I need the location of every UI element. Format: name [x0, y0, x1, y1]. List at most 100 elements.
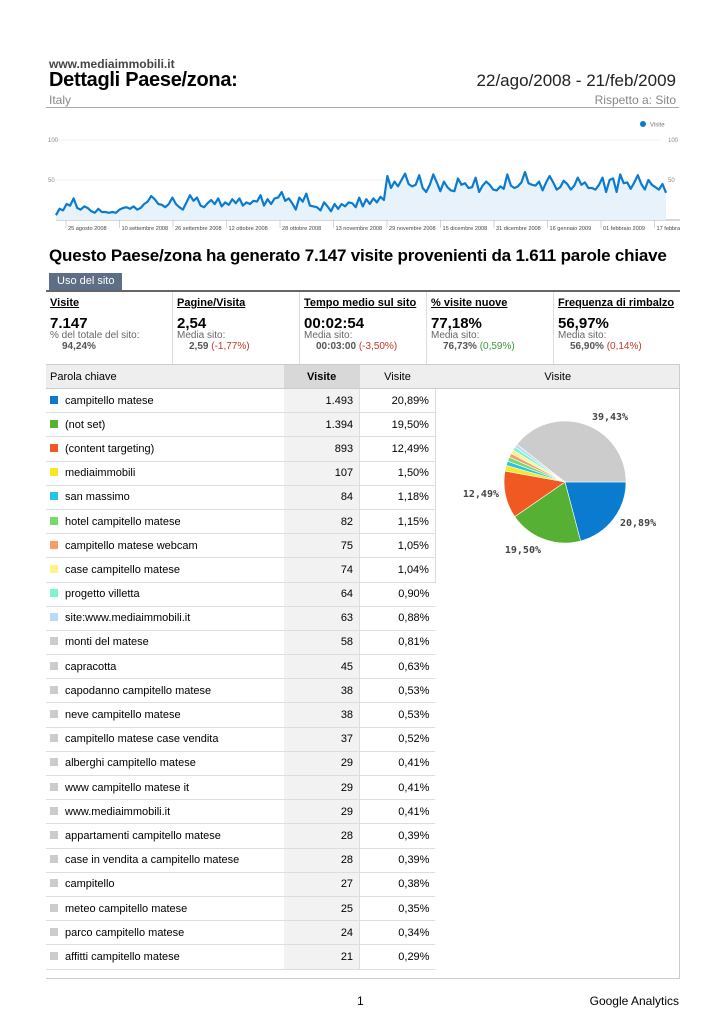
color-swatch-icon: [50, 516, 58, 525]
keyword-link[interactable]: mediaimmobili: [65, 467, 136, 480]
visits-percent-cell: 0,29%: [359, 944, 436, 970]
keyword-link[interactable]: campitello: [65, 878, 115, 891]
y-tick-label-right: 100: [668, 138, 679, 144]
visits-percent-cell: 1,05%: [359, 533, 436, 559]
x-tick-label: 10 settembre 2008: [122, 226, 169, 232]
visits-percent-cell: 20,89%: [359, 388, 436, 414]
table-bottom-border: [46, 978, 680, 979]
keyword-link[interactable]: progetto villetta: [65, 588, 140, 601]
x-tick-label: 15 dicembre 2008: [443, 226, 488, 232]
keyword-cell: neve campitello matese: [46, 702, 284, 728]
table-row: campitello matese webcam 75 1,05%: [46, 533, 680, 559]
metric-site-value: 56,90%: [570, 341, 604, 352]
table-row: progetto villetta 64 0,90%: [46, 582, 680, 607]
color-swatch-icon: [50, 951, 58, 960]
metric-delta: (-1,77%): [211, 341, 250, 352]
metric-site-value: 2,59: [189, 341, 209, 352]
color-swatch-icon: [50, 927, 58, 936]
legend-label: Visite: [650, 123, 665, 129]
color-swatch-icon: [50, 443, 58, 452]
column-visits-number[interactable]: Visite: [283, 364, 360, 389]
visits-percent-cell: 0,39%: [359, 823, 436, 849]
column-visits-percent[interactable]: Visite: [359, 364, 436, 389]
metric-label: Frequenza di rimbalzo: [558, 297, 675, 309]
color-swatch-icon: [50, 468, 58, 477]
color-swatch-icon: [50, 830, 58, 839]
pie-chart-cell: 20,89% 19,50% 12,49% 39,43%: [434, 388, 680, 582]
visits-cell: 45: [283, 654, 360, 680]
keyword-cell: (not set): [46, 412, 284, 438]
page-title: Dettagli Paese/zona:: [49, 69, 238, 91]
keyword-link[interactable]: hotel campitello matese: [65, 515, 181, 528]
metric-value: 7.147: [50, 315, 88, 332]
keyword-cell: www.mediaimmobili.it: [46, 799, 284, 825]
metric-sub: Media sito:: [558, 330, 607, 341]
visits-percent-cell: 0,41%: [359, 799, 436, 825]
table-row: site:www.mediaimmobili.it 63 0,88%: [46, 606, 680, 631]
keyword-link[interactable]: neve campitello matese: [65, 709, 181, 722]
visits-percent-cell: 1,15%: [359, 509, 436, 535]
color-swatch-icon: [50, 903, 58, 912]
keyword-link[interactable]: case campitello matese: [65, 563, 180, 576]
visits-percent-cell: 0,34%: [359, 920, 436, 946]
visits-cell: 84: [283, 485, 360, 510]
table-row: capodanno campitello matese 38 0,53%: [46, 678, 680, 704]
keyword-link[interactable]: affitti campitello matese: [65, 950, 180, 963]
keyword-link[interactable]: (content targeting): [65, 442, 155, 455]
keyword-cell: monti del matese: [46, 630, 284, 656]
keyword-link[interactable]: case in vendita a campitello matese: [65, 854, 240, 867]
visits-percent-cell: 0,41%: [359, 751, 436, 777]
visits-percent-cell: 0,90%: [359, 582, 436, 607]
keywords-table: Parola chiave Visite Visite Visite campi…: [46, 364, 680, 970]
keyword-link[interactable]: www.mediaimmobili.it: [65, 805, 171, 818]
keyword-link[interactable]: capracotta: [65, 660, 117, 673]
keyword-cell: www campitello matese it: [46, 775, 284, 801]
table-row: san massimo 84 1,18%: [46, 485, 680, 510]
y-tick-label-right: 50: [668, 178, 675, 184]
visits-line-chart: Visite 100 100 50 50 25 agosto 2008 10 settemb…: [48, 121, 680, 232]
keyword-link[interactable]: meteo campitello matese: [65, 902, 188, 915]
visits-percent-cell: 12,49%: [359, 436, 436, 462]
keyword-link[interactable]: (not set): [65, 418, 106, 431]
table-row: campitello matese 1.493 20,89% 20,89% 19,50%…: [46, 388, 680, 582]
keyword-cell: meteo campitello matese: [46, 896, 284, 922]
keyword-link[interactable]: capodanno campitello matese: [65, 684, 212, 697]
keyword-link[interactable]: campitello matese case vendita: [65, 733, 219, 746]
keyword-link[interactable]: campitello matese: [65, 394, 154, 407]
keyword-link[interactable]: campitello matese webcam: [65, 539, 198, 552]
visits-cell: 28: [283, 823, 360, 849]
column-keyword[interactable]: Parola chiave: [46, 364, 284, 389]
metric-sub: Media sito:: [304, 330, 353, 341]
visits-cell: 893: [283, 436, 360, 462]
keyword-link[interactable]: www campitello matese it: [65, 781, 190, 794]
color-swatch-icon: [50, 613, 58, 622]
color-swatch-icon: [50, 734, 58, 743]
metric-visits: Visite 7.147 % del totale del sito: 94,2…: [46, 292, 173, 364]
metric-label: % visite nuove: [431, 297, 508, 309]
keyword-link[interactable]: parco campitello matese: [65, 926, 185, 939]
tab-site-usage[interactable]: Uso del sito: [49, 273, 123, 290]
keyword-link[interactable]: appartamenti campitello matese: [65, 829, 221, 842]
pie-slice-label: 39,43%: [592, 412, 628, 423]
legend-dot-icon: [640, 121, 646, 127]
column-visits-chart[interactable]: Visite: [435, 364, 680, 389]
visits-cell: 28: [283, 848, 360, 873]
table-row: hotel campitello matese 82 1,15%: [46, 509, 680, 535]
keyword-link[interactable]: san massimo: [65, 491, 130, 504]
keyword-cell: campitello matese case vendita: [46, 727, 284, 752]
pie-slice: [564, 481, 627, 542]
series-line: [55, 170, 668, 216]
visits-cell: 1.394: [283, 412, 360, 438]
keyword-cell: mediaimmobili: [46, 461, 284, 486]
keyword-link[interactable]: site:www.mediaimmobili.it: [65, 612, 191, 625]
color-swatch-icon: [50, 492, 58, 501]
metric-value: 00:02:54: [304, 315, 365, 332]
metric-delta: (0,59%): [479, 341, 515, 352]
visits-percent-cell: 1,04%: [359, 557, 436, 583]
country-name: Italy: [49, 93, 72, 107]
metric-sub: Media sito:: [177, 330, 226, 341]
table-right-border: [679, 364, 680, 979]
visits-percent-cell: 19,50%: [359, 412, 436, 438]
keyword-link[interactable]: alberghi campitello matese: [65, 757, 196, 770]
keyword-link[interactable]: monti del matese: [65, 636, 149, 649]
